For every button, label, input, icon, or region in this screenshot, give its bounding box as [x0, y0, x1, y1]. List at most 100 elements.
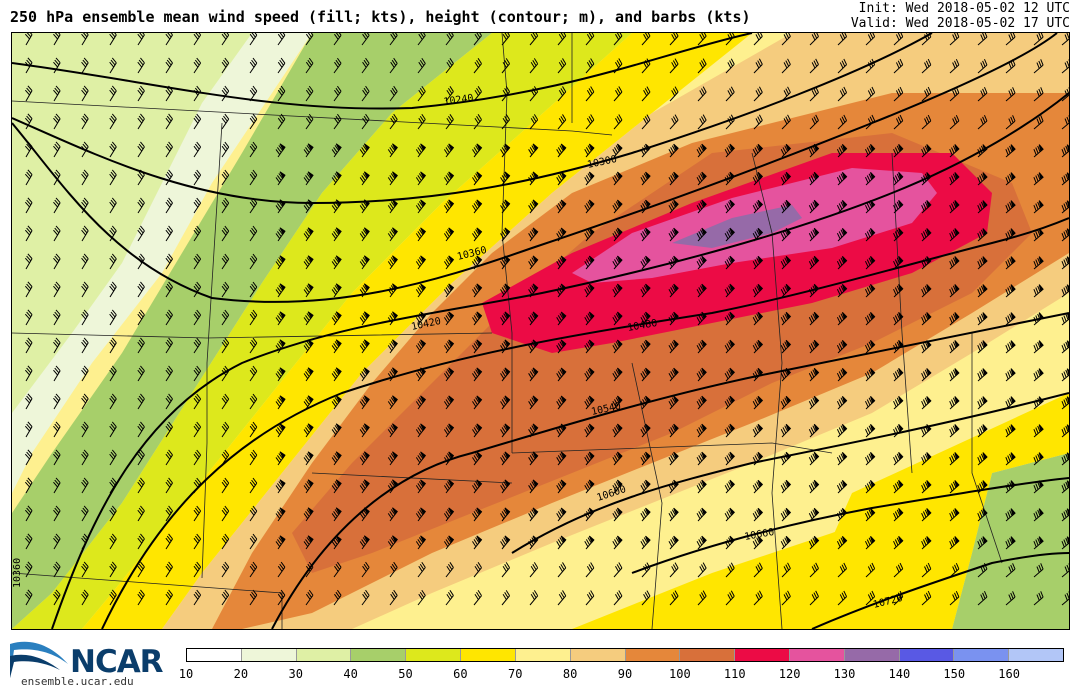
- wind-barb: [556, 311, 567, 326]
- wind-barb: [500, 339, 511, 354]
- wind-barb: [668, 451, 679, 466]
- wind-barb: [53, 533, 61, 550]
- wind-barb: [1061, 228, 1069, 242]
- wind-barb: [921, 228, 932, 242]
- wind-barb: [331, 311, 342, 326]
- wind-barb: [612, 171, 623, 186]
- wind-barb: [387, 367, 398, 382]
- wind-barb: [443, 423, 455, 438]
- wind-barb: [1061, 284, 1069, 298]
- wind-barb: [249, 281, 258, 298]
- wind-barb: [275, 507, 286, 522]
- wind-barb: [1005, 591, 1016, 606]
- wind-barb: [81, 169, 89, 186]
- wind-barb: [137, 281, 145, 298]
- wind-barb: [1061, 312, 1069, 326]
- wind-barb: [529, 58, 539, 74]
- wind-barb: [331, 395, 342, 410]
- wind-barb: [781, 86, 791, 102]
- wind-barb: [305, 33, 314, 46]
- wind-barb: [780, 395, 792, 410]
- wind-barb: [443, 143, 455, 158]
- wind-barb: [165, 57, 173, 74]
- wind-barb: [921, 536, 932, 550]
- wind-barb: [921, 284, 932, 298]
- wind-barb: [668, 255, 679, 270]
- wind-barb: [1005, 33, 1016, 46]
- wind-barb: [893, 424, 904, 438]
- wind-barb: [221, 197, 230, 214]
- wind-barb: [361, 57, 370, 74]
- wind-barb: [668, 283, 679, 298]
- wind-barb: [528, 395, 539, 410]
- wind-barb: [724, 199, 735, 214]
- wind-barb: [780, 367, 792, 382]
- wind-barb: [81, 253, 89, 270]
- wind-barb: [165, 33, 173, 46]
- wind-barb: [303, 311, 314, 326]
- wind-barb: [81, 225, 89, 242]
- wind-barb: [808, 143, 820, 158]
- wind-barb: [277, 113, 286, 130]
- wind-barb: [137, 33, 145, 46]
- wind-barb: [221, 533, 230, 550]
- wind-barb: [585, 58, 595, 74]
- wind-barb: [612, 423, 623, 438]
- wind-barb: [724, 423, 735, 438]
- wind-barb: [137, 309, 145, 326]
- wind-barb: [417, 589, 426, 606]
- wind-barb: [109, 449, 117, 466]
- wind-barb: [445, 58, 454, 74]
- wind-barb: [473, 86, 482, 102]
- wind-barb: [612, 283, 623, 298]
- wind-barb: [556, 535, 567, 550]
- wind-barb: [640, 451, 651, 466]
- wind-barb: [137, 421, 145, 438]
- wind-barb: [415, 339, 427, 354]
- wind-barb: [415, 535, 427, 550]
- wind-barb: [780, 507, 792, 522]
- wind-barb: [724, 171, 735, 186]
- wind-barb: [529, 562, 539, 578]
- wind-barb: [24, 393, 33, 410]
- wind-barb: [387, 311, 398, 326]
- wind-barb: [249, 533, 258, 550]
- wind-barb: [443, 479, 455, 494]
- wind-barb: [445, 33, 454, 46]
- wind-barb: [696, 339, 707, 354]
- wind-barb: [137, 197, 145, 214]
- wind-barb: [836, 367, 848, 382]
- wind-barb: [1033, 368, 1044, 382]
- wind-barb: [668, 171, 679, 186]
- colorbar-segment: [460, 649, 515, 661]
- wind-barb: [331, 227, 342, 242]
- wind-barb: [696, 479, 707, 494]
- wind-barb: [1033, 200, 1044, 214]
- wind-barb: [836, 479, 848, 494]
- wind-barb: [193, 85, 202, 102]
- wind-barb: [193, 197, 202, 214]
- wind-barb: [1033, 284, 1044, 298]
- wind-barb: [752, 171, 764, 186]
- wind-barb: [275, 227, 286, 242]
- wind-barb: [584, 367, 595, 382]
- wind-barb: [305, 589, 314, 606]
- wind-barb: [584, 507, 595, 522]
- wind-barb: [780, 535, 792, 550]
- wind-barb: [584, 423, 595, 438]
- wind-barb: [109, 533, 117, 550]
- wind-barb: [389, 57, 398, 74]
- colorbar-segment: [405, 649, 461, 661]
- wind-barb: [836, 199, 848, 214]
- wind-barb: [752, 423, 764, 438]
- wind-barb: [1033, 396, 1044, 410]
- wind-barb: [836, 395, 848, 410]
- wind-barb: [836, 171, 848, 186]
- wind-barb: [415, 171, 427, 186]
- wind-barb: [528, 283, 539, 298]
- wind-barb: [389, 33, 398, 46]
- wind-barb: [137, 589, 145, 606]
- wind-barb: [137, 533, 145, 550]
- wind-barb: [500, 367, 511, 382]
- wind-barb: [303, 255, 314, 270]
